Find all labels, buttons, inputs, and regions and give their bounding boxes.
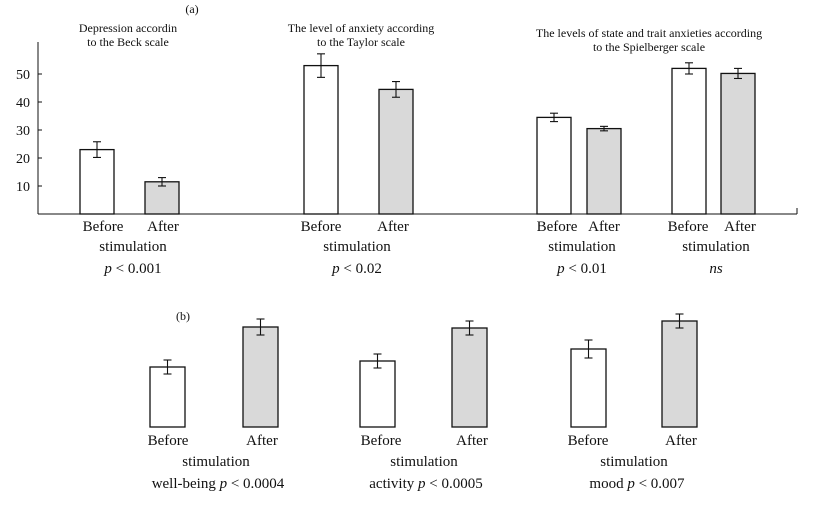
group-title-line: The level of anxiety according bbox=[288, 21, 435, 35]
x-axis-label: stimulation bbox=[548, 239, 616, 255]
category-label: Before bbox=[568, 433, 609, 449]
category-label: Before bbox=[537, 219, 578, 235]
y-tick-label: 10 bbox=[16, 180, 30, 195]
x-axis-label: stimulation bbox=[682, 239, 750, 255]
category-label: After bbox=[377, 219, 409, 235]
stat-label: p < 0.01 bbox=[556, 261, 607, 277]
group-title-line: to the Taylor scale bbox=[317, 35, 405, 49]
error-bar bbox=[600, 125, 608, 132]
category-label: After bbox=[665, 433, 697, 449]
y-tick-label: 50 bbox=[16, 68, 30, 83]
category-label: Before bbox=[668, 219, 709, 235]
bar-before bbox=[303, 64, 339, 215]
error-bar bbox=[163, 359, 172, 375]
error-bar bbox=[158, 177, 166, 187]
category-label: After bbox=[588, 219, 620, 235]
error-bar bbox=[734, 67, 742, 80]
error-bar bbox=[675, 313, 684, 329]
x-axis-label: stimulation bbox=[99, 239, 167, 255]
bar-before bbox=[359, 360, 396, 428]
stat-label: p < 0.001 bbox=[103, 261, 161, 277]
x-axis-label: stimulation bbox=[323, 239, 391, 255]
category-label: After bbox=[246, 433, 278, 449]
y-tick-label: 30 bbox=[16, 124, 30, 139]
panel-label: (a) bbox=[185, 2, 198, 16]
bar-before bbox=[536, 116, 572, 215]
error-bar bbox=[93, 141, 101, 158]
x-axis-label: stimulation bbox=[182, 454, 250, 470]
bar-group: Before After stimulation ns bbox=[668, 62, 756, 277]
x-axis-label: stimulation bbox=[390, 454, 458, 470]
category-label: Before bbox=[301, 219, 342, 235]
bar-after bbox=[378, 88, 414, 215]
stat-label: ns bbox=[709, 261, 723, 277]
category-label: Before bbox=[148, 433, 189, 449]
stat-label: activity p < 0.0005 bbox=[369, 476, 482, 492]
bar-group: Before After stimulation mood p < 0.007 bbox=[568, 313, 698, 492]
bar-after bbox=[661, 320, 698, 428]
bar-group: Before After stimulation activity p < 0.000… bbox=[359, 320, 488, 492]
stat-label: p < 0.02 bbox=[331, 261, 382, 277]
bar-after bbox=[586, 127, 622, 215]
error-bar bbox=[317, 53, 325, 78]
group-title-line: Depression accordin bbox=[79, 21, 177, 35]
stat-label: mood p < 0.007 bbox=[589, 476, 685, 492]
category-label: After bbox=[456, 433, 488, 449]
error-bar bbox=[373, 353, 382, 369]
error-bar bbox=[465, 320, 474, 336]
bar-after bbox=[242, 326, 279, 428]
bar-before bbox=[79, 148, 115, 215]
bar-after bbox=[720, 72, 756, 215]
group-title-line: The levels of state and trait anxieties … bbox=[536, 26, 762, 40]
error-bar bbox=[685, 62, 693, 75]
bar-group: The levels of state and trait anxieties … bbox=[536, 26, 762, 277]
stat-label: well-being p < 0.0004 bbox=[152, 476, 285, 492]
y-tick-label: 40 bbox=[16, 96, 30, 111]
bar-group: Before After stimulation well-being p < 0.0… bbox=[148, 318, 285, 492]
error-bar bbox=[256, 318, 265, 336]
bar-after bbox=[451, 327, 488, 428]
panel-label: (b) bbox=[176, 309, 190, 323]
error-bar bbox=[550, 112, 558, 123]
panel-b: (b) Before After stimulation well-being p < … bbox=[148, 309, 698, 492]
group-title-line: to the Beck scale bbox=[87, 35, 169, 49]
bar-before bbox=[671, 67, 707, 215]
error-bar bbox=[392, 81, 400, 98]
group-title-line: to the Spielberger scale bbox=[593, 40, 705, 54]
x-axis-label: stimulation bbox=[600, 454, 668, 470]
error-bar bbox=[584, 339, 593, 359]
bar-before bbox=[149, 366, 186, 428]
y-tick-label: 20 bbox=[16, 152, 30, 167]
category-label: After bbox=[147, 219, 179, 235]
category-label: Before bbox=[83, 219, 124, 235]
bar-before bbox=[570, 348, 607, 428]
category-label: After bbox=[724, 219, 756, 235]
category-label: Before bbox=[361, 433, 402, 449]
bar-after bbox=[144, 181, 180, 215]
